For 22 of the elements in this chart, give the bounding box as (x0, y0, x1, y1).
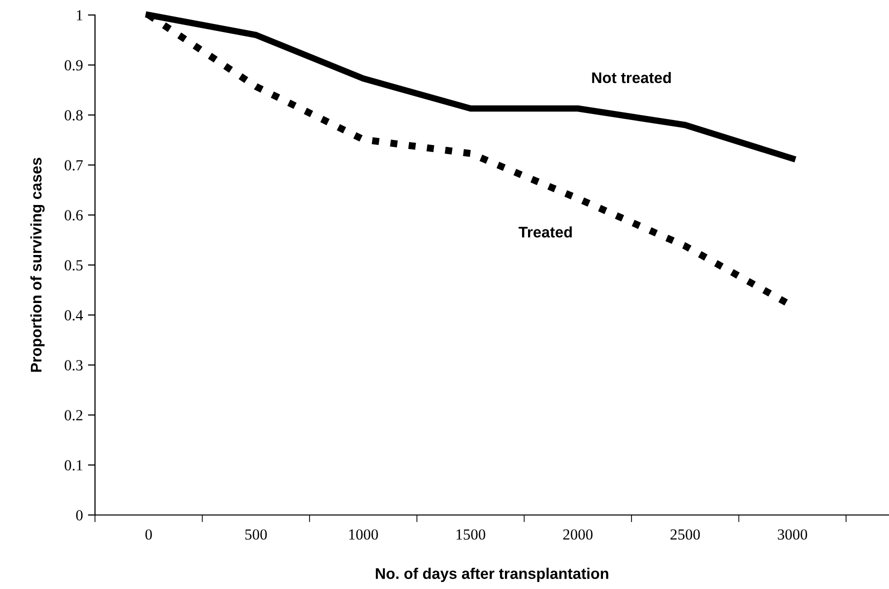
y-tick-label: 0.8 (64, 110, 83, 121)
x-tick-label: 2000 (563, 529, 593, 540)
y-tick-label: 1 (76, 10, 82, 20)
y-tick-label: 0.3 (64, 360, 83, 371)
x-tick-label: 500 (245, 529, 267, 540)
y-tick-label: 0.1 (64, 460, 82, 471)
x-tick-label: 0 (145, 529, 152, 540)
x-axis-title: No. of days after transplantation (376, 568, 608, 582)
y-axis-title: Proportion of surviving cases (30, 158, 45, 372)
y-tick-label: 0.9 (64, 60, 83, 71)
y-tick-label: 0.7 (64, 160, 83, 171)
y-tick-label: 0.2 (64, 410, 82, 421)
x-tick-label: 3000 (778, 529, 808, 540)
x-tick-label: 2500 (670, 529, 700, 540)
series-label: Treated (518, 226, 572, 238)
x-tick-label: 1000 (349, 529, 378, 540)
x-tick-label: 1500 (456, 529, 486, 540)
y-tick-label: 0 (76, 510, 83, 520)
y-tick-label: 0.5 (64, 260, 83, 271)
y-tick-label: 0.4 (64, 310, 83, 321)
y-tick-label: 0.6 (64, 210, 83, 221)
series-label: Not treated (592, 72, 671, 84)
